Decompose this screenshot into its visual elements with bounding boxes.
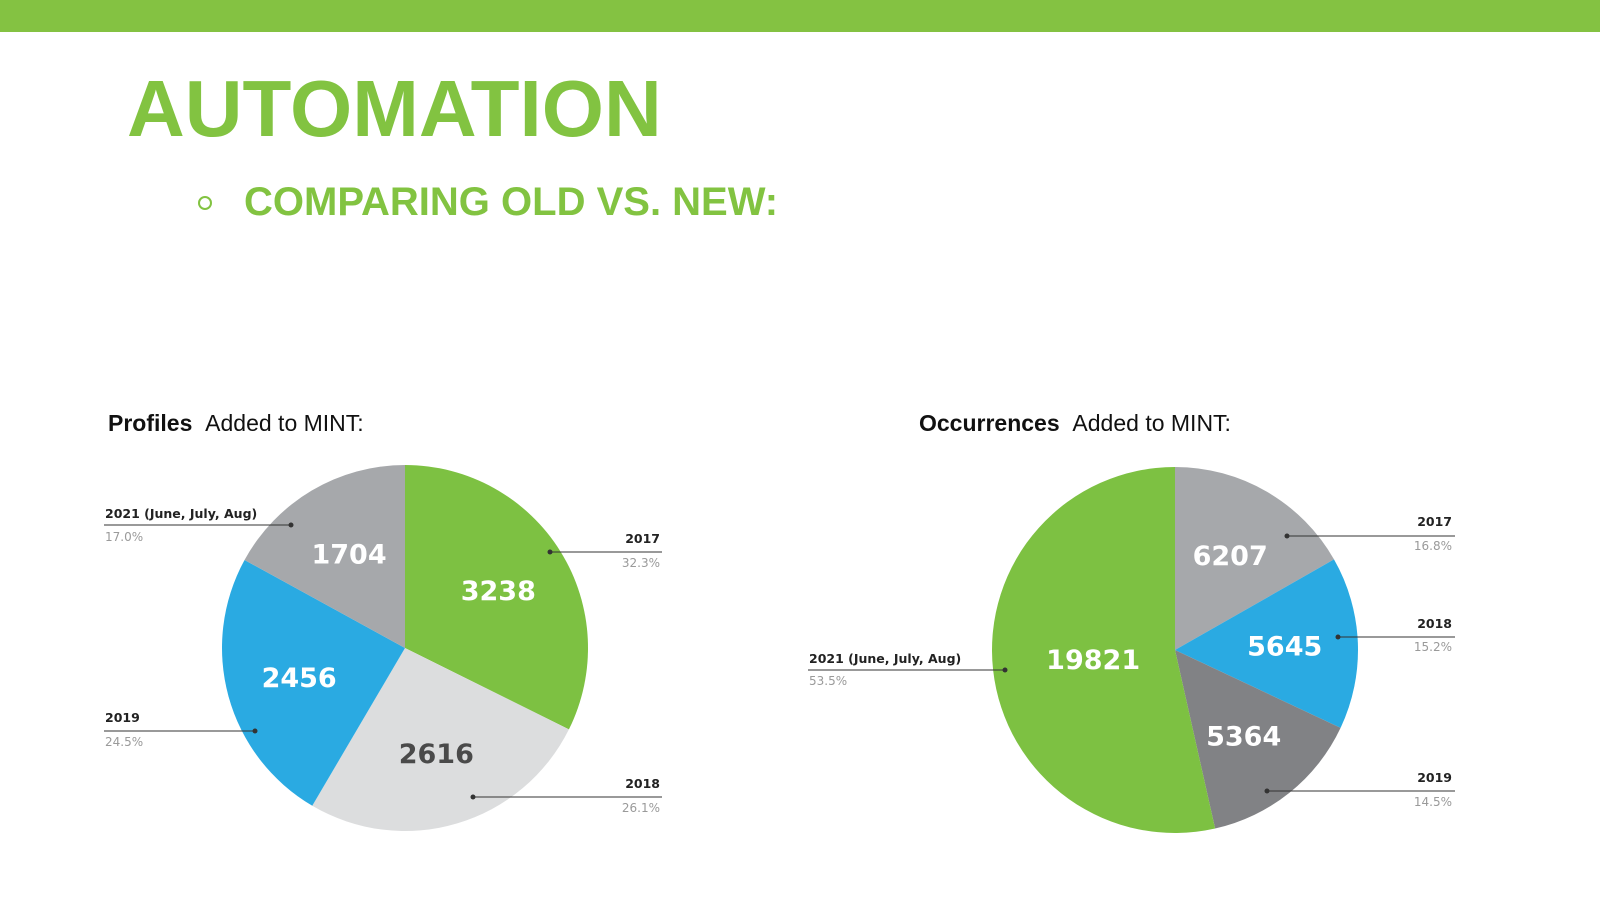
hollow-circle-bullet-icon	[198, 196, 212, 210]
callout-dot	[1002, 667, 1008, 673]
callout-percent-label: 24.5%	[105, 735, 143, 749]
chart-title-rest: Added to MINT:	[1072, 410, 1231, 436]
chart-title-bold: Occurrences	[919, 410, 1060, 436]
occurrences-pie-svg: 6207 5645 5364 19821 2017 16.8% 2018 15.2% 2019 1…	[808, 467, 1455, 833]
callout-dot	[547, 549, 553, 555]
slide-title: AUTOMATION	[127, 64, 662, 153]
pie-slice-2021	[244, 465, 405, 648]
callout-category-label: 2017	[1417, 514, 1452, 529]
pie-slices	[222, 465, 588, 831]
pie-slice-2017	[405, 465, 588, 730]
pie-slice-2017	[1175, 467, 1335, 650]
callout-category-label: 2018	[625, 776, 660, 791]
callout-category-label: 2021 (June, July, Aug)	[809, 651, 961, 666]
callout-dot	[1335, 634, 1341, 640]
slice-value-label: 5364	[1206, 722, 1281, 753]
slice-value-label: 19821	[1046, 645, 1140, 676]
callout-percent-label: 15.2%	[1414, 640, 1452, 654]
callout-category-label: 2019	[1417, 770, 1452, 785]
pie-slice-2018	[312, 648, 569, 831]
callout-category-label: 2017	[625, 531, 660, 546]
pie-slice-2021	[992, 467, 1216, 833]
slice-value-label: 5645	[1247, 632, 1322, 663]
callout-dot	[470, 794, 476, 800]
callout-percent-label: 14.5%	[1414, 795, 1452, 809]
occurrences-pie-chart: Occurrences Added to MINT: 6207 5645 5364 1…	[800, 410, 1560, 880]
callout-dot	[1284, 533, 1290, 539]
callout-dot	[252, 728, 258, 734]
callout-category-label: 2019	[105, 710, 140, 725]
pie-value-labels: 3238 2616 2456 1704	[262, 540, 536, 771]
callout-percent-label: 16.8%	[1414, 539, 1452, 553]
callout-dot	[288, 522, 294, 528]
slice-value-label: 2616	[399, 739, 474, 770]
callout-category-label: 2018	[1417, 616, 1452, 631]
callout-dot	[1264, 788, 1270, 794]
pie-slice-2019	[222, 560, 405, 806]
chart-title-bold: Profiles	[108, 410, 193, 436]
slice-value-label: 6207	[1193, 541, 1268, 572]
slice-value-label: 3238	[461, 576, 536, 607]
profiles-pie-svg: 3238 2616 2456 1704 2017 32.3% 2018 26.1% 2019 24…	[104, 465, 662, 831]
chart-title: Profiles Added to MINT:	[108, 410, 364, 437]
chart-title: Occurrences Added to MINT:	[919, 410, 1231, 437]
callout-percent-label: 32.3%	[622, 556, 660, 570]
callout-category-label: 2021 (June, July, Aug)	[105, 506, 257, 521]
pie-slice-2019	[1175, 650, 1341, 829]
callout-percent-label: 17.0%	[105, 530, 143, 544]
profiles-pie-chart: Profiles Added to MINT: 3238 2616 2456 1704…	[50, 410, 810, 880]
callout-percent-label: 26.1%	[622, 801, 660, 815]
subtitle-row: COMPARING OLD VS. NEW:	[198, 180, 778, 224]
pie-slice-2018	[1175, 559, 1358, 728]
callout-percent-label: 53.5%	[809, 674, 847, 688]
pie-slices	[992, 467, 1358, 833]
pie-callouts: 2017 16.8% 2018 15.2% 2019 14.5% 2021 (June, J…	[808, 514, 1455, 809]
slide-subtitle: COMPARING OLD VS. NEW:	[244, 179, 779, 224]
slice-value-label: 2456	[262, 663, 337, 694]
top-accent-bar	[0, 0, 1600, 32]
chart-title-rest: Added to MINT:	[205, 410, 364, 436]
pie-callouts: 2017 32.3% 2018 26.1% 2019 24.5% 2021 (June, J…	[104, 506, 662, 815]
slice-value-label: 1704	[311, 540, 386, 571]
pie-value-labels: 6207 5645 5364 19821	[1046, 541, 1322, 753]
